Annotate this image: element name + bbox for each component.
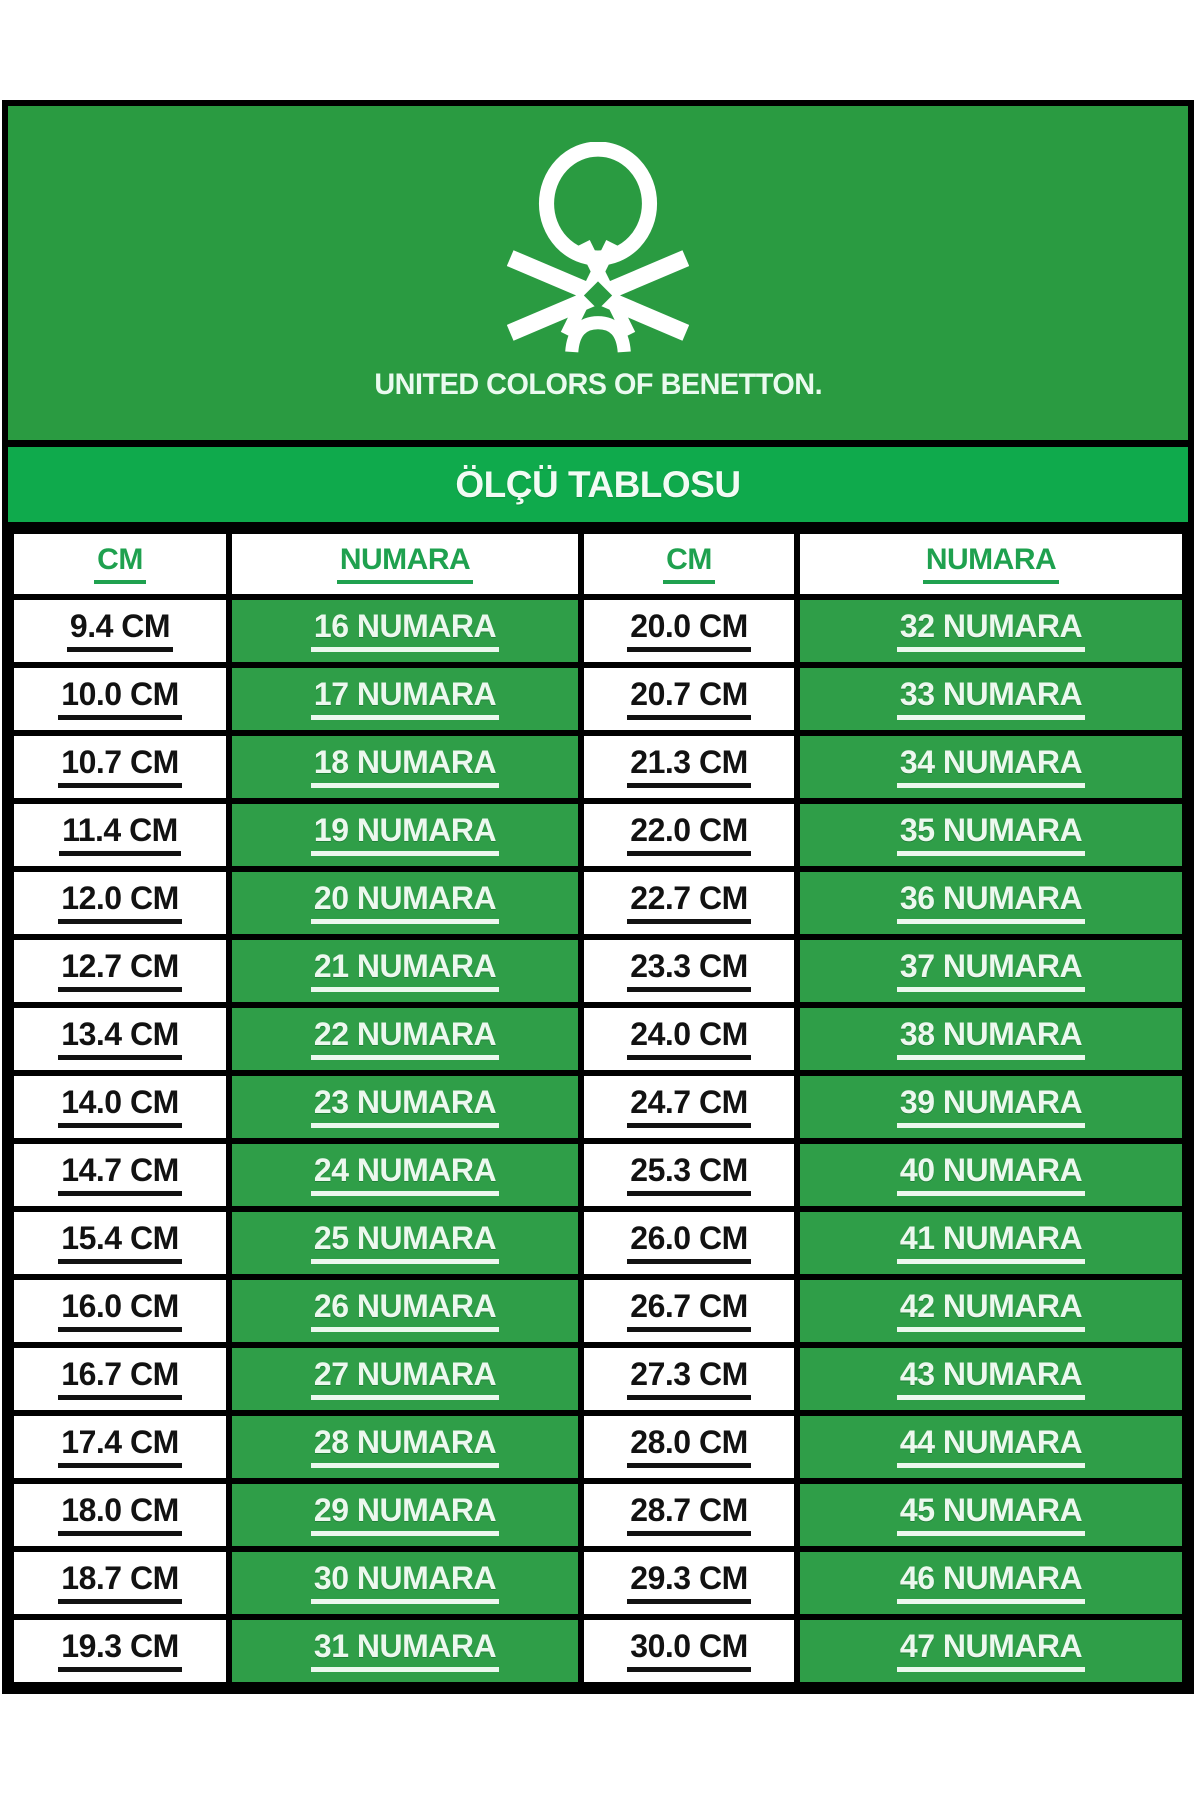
size-row: 18.0 CM 29 NUMARA 28.7 CM 45 NUMARA bbox=[8, 1478, 1188, 1552]
cm-value-cell: 25.3 CM bbox=[578, 1138, 800, 1212]
numara-value-cell: 31 NUMARA bbox=[226, 1614, 584, 1688]
numara-value-cell: 37 NUMARA bbox=[794, 934, 1188, 1008]
size-row: 15.4 CM 25 NUMARA 26.0 CM 41 NUMARA bbox=[8, 1206, 1188, 1280]
size-row: 10.7 CM 18 NUMARA 21.3 CM 34 NUMARA bbox=[8, 730, 1188, 804]
size-row: 13.4 CM 22 NUMARA 24.0 CM 38 NUMARA bbox=[8, 1002, 1188, 1076]
cm-value-cell: 18.7 CM bbox=[8, 1546, 232, 1620]
benetton-knot-icon bbox=[507, 142, 689, 353]
cm-value-cell: 18.0 CM bbox=[8, 1478, 232, 1552]
cm-value-cell: 24.7 CM bbox=[578, 1070, 800, 1144]
header-cm-left: CM bbox=[8, 528, 232, 600]
brand-wordmark: UNITED COLORS OF BENETTON. bbox=[374, 368, 822, 401]
numara-value-cell: 29 NUMARA bbox=[226, 1478, 584, 1552]
numara-value-cell: 18 NUMARA bbox=[226, 730, 584, 804]
numara-value-cell: 32 NUMARA bbox=[794, 594, 1188, 668]
numara-value-cell: 20 NUMARA bbox=[226, 866, 584, 940]
numara-value-cell: 38 NUMARA bbox=[794, 1002, 1188, 1076]
size-row: 14.7 CM 24 NUMARA 25.3 CM 40 NUMARA bbox=[8, 1138, 1188, 1212]
size-row: 17.4 CM 28 NUMARA 28.0 CM 44 NUMARA bbox=[8, 1410, 1188, 1484]
numara-value-cell: 40 NUMARA bbox=[794, 1138, 1188, 1212]
cm-value-cell: 17.4 CM bbox=[8, 1410, 232, 1484]
size-table-header: CM NUMARA CM NUMARA bbox=[8, 528, 1188, 600]
cm-value-cell: 12.7 CM bbox=[8, 934, 232, 1008]
numara-value-cell: 19 NUMARA bbox=[226, 798, 584, 872]
size-chart-sheet: UNITED COLORS OF BENETTON. ÖLÇÜ TABLOSU … bbox=[2, 100, 1194, 1694]
numara-value-cell: 35 NUMARA bbox=[794, 798, 1188, 872]
cm-value-cell: 15.4 CM bbox=[8, 1206, 232, 1280]
cm-value-cell: 20.7 CM bbox=[578, 662, 800, 736]
numara-value-cell: 25 NUMARA bbox=[226, 1206, 584, 1280]
numara-value-cell: 23 NUMARA bbox=[226, 1070, 584, 1144]
numara-value-cell: 33 NUMARA bbox=[794, 662, 1188, 736]
cm-value-cell: 20.0 CM bbox=[578, 594, 800, 668]
cm-value-cell: 14.7 CM bbox=[8, 1138, 232, 1212]
cm-value-cell: 16.7 CM bbox=[8, 1342, 232, 1416]
numara-value-cell: 16 NUMARA bbox=[226, 594, 584, 668]
numara-value-cell: 44 NUMARA bbox=[794, 1410, 1188, 1484]
cm-value-cell: 14.0 CM bbox=[8, 1070, 232, 1144]
cm-value-cell: 9.4 CM bbox=[8, 594, 232, 668]
size-table-body: 9.4 CM 16 NUMARA 20.0 CM 32 NUMARA 10.0 … bbox=[8, 594, 1188, 1688]
numara-value-cell: 34 NUMARA bbox=[794, 730, 1188, 804]
cm-value-cell: 22.0 CM bbox=[578, 798, 800, 872]
numara-value-cell: 45 NUMARA bbox=[794, 1478, 1188, 1552]
size-row: 14.0 CM 23 NUMARA 24.7 CM 39 NUMARA bbox=[8, 1070, 1188, 1144]
cm-value-cell: 28.7 CM bbox=[578, 1478, 800, 1552]
cm-value-cell: 29.3 CM bbox=[578, 1546, 800, 1620]
size-row: 16.7 CM 27 NUMARA 27.3 CM 43 NUMARA bbox=[8, 1342, 1188, 1416]
cm-value-cell: 23.3 CM bbox=[578, 934, 800, 1008]
numara-value-cell: 39 NUMARA bbox=[794, 1070, 1188, 1144]
cm-value-cell: 12.0 CM bbox=[8, 866, 232, 940]
size-row: 19.3 CM 31 NUMARA 30.0 CM 47 NUMARA bbox=[8, 1614, 1188, 1688]
cm-value-cell: 21.3 CM bbox=[578, 730, 800, 804]
numara-value-cell: 22 NUMARA bbox=[226, 1002, 584, 1076]
cm-value-cell: 22.7 CM bbox=[578, 866, 800, 940]
header-cm-right: CM bbox=[578, 528, 800, 600]
numara-value-cell: 26 NUMARA bbox=[226, 1274, 584, 1348]
numara-value-cell: 24 NUMARA bbox=[226, 1138, 584, 1212]
numara-value-cell: 41 NUMARA bbox=[794, 1206, 1188, 1280]
size-row: 12.0 CM 20 NUMARA 22.7 CM 36 NUMARA bbox=[8, 866, 1188, 940]
cm-value-cell: 24.0 CM bbox=[578, 1002, 800, 1076]
cm-value-cell: 27.3 CM bbox=[578, 1342, 800, 1416]
numara-value-cell: 27 NUMARA bbox=[226, 1342, 584, 1416]
cm-value-cell: 10.7 CM bbox=[8, 730, 232, 804]
cm-value-cell: 28.0 CM bbox=[578, 1410, 800, 1484]
size-row: 9.4 CM 16 NUMARA 20.0 CM 32 NUMARA bbox=[8, 594, 1188, 668]
cm-value-cell: 10.0 CM bbox=[8, 662, 232, 736]
header-row: CM NUMARA CM NUMARA bbox=[8, 528, 1188, 600]
numara-value-cell: 46 NUMARA bbox=[794, 1546, 1188, 1620]
cm-value-cell: 26.7 CM bbox=[578, 1274, 800, 1348]
header-numara-right: NUMARA bbox=[794, 528, 1188, 600]
title-band: ÖLÇÜ TABLOSU bbox=[8, 447, 1188, 528]
numara-value-cell: 47 NUMARA bbox=[794, 1614, 1188, 1688]
chart-title: ÖLÇÜ TABLOSU bbox=[455, 463, 741, 505]
size-row: 18.7 CM 30 NUMARA 29.3 CM 46 NUMARA bbox=[8, 1546, 1188, 1620]
cm-value-cell: 16.0 CM bbox=[8, 1274, 232, 1348]
cm-value-cell: 26.0 CM bbox=[578, 1206, 800, 1280]
numara-value-cell: 36 NUMARA bbox=[794, 866, 1188, 940]
numara-value-cell: 17 NUMARA bbox=[226, 662, 584, 736]
size-row: 16.0 CM 26 NUMARA 26.7 CM 42 NUMARA bbox=[8, 1274, 1188, 1348]
size-row: 12.7 CM 21 NUMARA 23.3 CM 37 NUMARA bbox=[8, 934, 1188, 1008]
cm-value-cell: 13.4 CM bbox=[8, 1002, 232, 1076]
header-numara-left: NUMARA bbox=[226, 528, 584, 600]
numara-value-cell: 21 NUMARA bbox=[226, 934, 584, 1008]
size-row: 11.4 CM 19 NUMARA 22.0 CM 35 NUMARA bbox=[8, 798, 1188, 872]
cm-value-cell: 11.4 CM bbox=[8, 798, 232, 872]
numara-value-cell: 43 NUMARA bbox=[794, 1342, 1188, 1416]
brand-panel: UNITED COLORS OF BENETTON. bbox=[8, 106, 1188, 447]
numara-value-cell: 28 NUMARA bbox=[226, 1410, 584, 1484]
size-row: 10.0 CM 17 NUMARA 20.7 CM 33 NUMARA bbox=[8, 662, 1188, 736]
cm-value-cell: 30.0 CM bbox=[578, 1614, 800, 1688]
numara-value-cell: 42 NUMARA bbox=[794, 1274, 1188, 1348]
size-table: CM NUMARA CM NUMARA 9.4 CM 16 NUMARA 20.… bbox=[8, 528, 1188, 1688]
cm-value-cell: 19.3 CM bbox=[8, 1614, 232, 1688]
numara-value-cell: 30 NUMARA bbox=[226, 1546, 584, 1620]
